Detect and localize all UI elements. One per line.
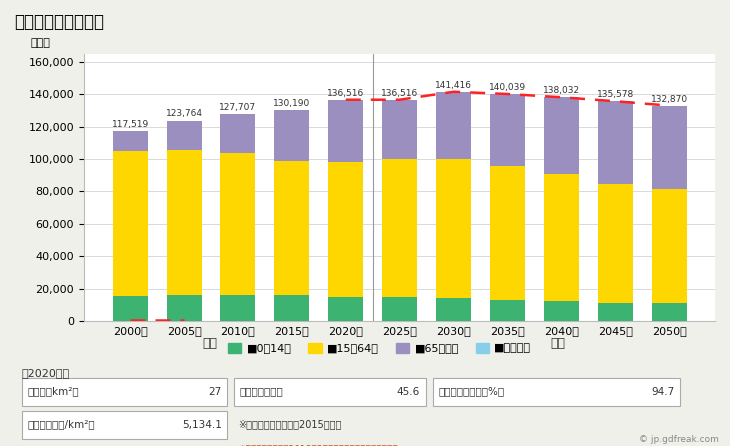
Bar: [166, 150, 201, 295]
Bar: [112, 131, 147, 151]
Bar: [490, 94, 525, 166]
Text: © jp.gdfreak.com: © jp.gdfreak.com: [639, 435, 719, 444]
Text: 人口密度（人/km²）: 人口密度（人/km²）: [28, 420, 95, 429]
Text: 138,032: 138,032: [543, 87, 580, 95]
Bar: [652, 106, 687, 189]
Bar: [598, 184, 633, 303]
Text: （人）: （人）: [30, 38, 50, 48]
Text: 5,134.1: 5,134.1: [182, 420, 222, 429]
Text: 平均年齢（歳）: 平均年齢（歳）: [240, 387, 284, 396]
Bar: [22, 411, 227, 439]
Legend: ■0〜14歳, ■15〜64歳, ■65歳以上, ■年齢不詳: ■0〜14歳, ■15〜64歳, ■65歳以上, ■年齢不詳: [223, 338, 536, 358]
Text: 127,707: 127,707: [220, 103, 256, 112]
Bar: [598, 303, 633, 321]
Bar: [436, 159, 471, 298]
Bar: [328, 100, 364, 162]
Bar: [274, 296, 310, 321]
Bar: [598, 101, 633, 184]
Text: 【2020年】: 【2020年】: [22, 368, 70, 378]
Bar: [220, 153, 255, 295]
Bar: [274, 161, 310, 296]
Text: 総面積（km²）: 総面積（km²）: [28, 387, 79, 396]
Bar: [436, 298, 471, 321]
Bar: [328, 297, 364, 321]
Bar: [544, 301, 579, 321]
Text: 45.6: 45.6: [396, 387, 420, 396]
Text: 140,039: 140,039: [489, 83, 526, 92]
Bar: [544, 173, 579, 301]
Bar: [436, 92, 471, 159]
Bar: [112, 151, 147, 296]
Bar: [22, 378, 227, 405]
Bar: [166, 120, 201, 150]
Bar: [234, 378, 426, 405]
Bar: [328, 162, 364, 297]
Text: 94.7: 94.7: [651, 387, 675, 396]
Bar: [433, 378, 680, 405]
Text: 130,190: 130,190: [273, 99, 310, 108]
Bar: [220, 295, 255, 321]
Text: 141,416: 141,416: [435, 81, 472, 90]
Text: 実績: 実績: [203, 337, 218, 350]
Text: 117,519: 117,519: [112, 120, 149, 128]
Text: 136,516: 136,516: [381, 89, 418, 98]
Bar: [652, 189, 687, 303]
Bar: [220, 114, 255, 153]
Bar: [166, 295, 201, 321]
Text: 135,578: 135,578: [596, 90, 634, 99]
Text: 27: 27: [208, 387, 222, 396]
Bar: [490, 166, 525, 300]
Text: 136,516: 136,516: [327, 89, 364, 98]
Text: 予測: 予測: [550, 337, 565, 350]
Text: 123,764: 123,764: [166, 109, 202, 119]
Bar: [112, 296, 147, 321]
Text: 132,870: 132,870: [650, 95, 688, 103]
Bar: [383, 100, 417, 159]
Text: 海老名市の人口推移: 海老名市の人口推移: [15, 13, 104, 31]
Bar: [383, 297, 417, 321]
Text: 昼夜間人口比率（%）: 昼夜間人口比率（%）: [438, 387, 504, 396]
Text: ※図中の点線は前回2018年3月公表の「将来人口推計」の値: ※図中の点線は前回2018年3月公表の「将来人口推計」の値: [238, 445, 398, 446]
Bar: [383, 159, 417, 297]
Bar: [652, 303, 687, 321]
Text: ※昼夜間人口比率のみ2015年時点: ※昼夜間人口比率のみ2015年時点: [238, 420, 341, 429]
Bar: [274, 110, 310, 161]
Bar: [490, 300, 525, 321]
Bar: [544, 97, 579, 173]
